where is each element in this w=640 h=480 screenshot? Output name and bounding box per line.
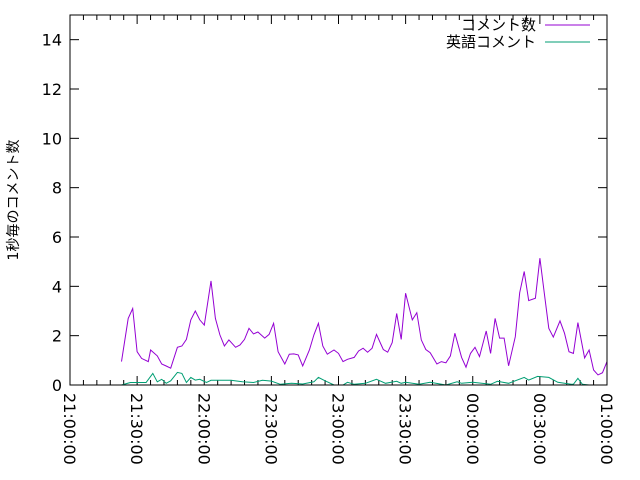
y-axis-label: 1秒毎のコメント数: [6, 140, 22, 261]
y-tick-label: 0: [52, 376, 62, 395]
y-tick-label: 2: [52, 327, 62, 346]
series-line-1: [121, 371, 603, 386]
legend-label-1: 英語コメント: [446, 33, 536, 51]
x-tick-label: 01:00:00: [597, 393, 616, 465]
series-lines: [121, 258, 608, 386]
y-tick-label: 10: [42, 129, 62, 148]
legend-label-0: コメント数: [461, 16, 536, 34]
y-tick-labels: 0 2 4 6 8 10 12 14: [42, 31, 62, 395]
x-tick-label: 23:00:00: [329, 393, 348, 465]
plot-frame: [69, 14, 608, 386]
x-tick-labels: 21:00:00 21:30:00 22:00:00 22:30:00 23:00:00…: [60, 393, 616, 465]
y-tick-label: 12: [42, 80, 62, 99]
legend: コメント数 英語コメント: [446, 16, 590, 51]
x-tick-label: 00:00:00: [463, 393, 482, 465]
x-tick-label: 21:00:00: [60, 393, 79, 465]
y-tick-label: 4: [52, 277, 62, 296]
y-tick-label: 8: [52, 179, 62, 198]
y-tick-label: 14: [42, 31, 62, 50]
y-tick-label: 6: [52, 228, 62, 247]
x-tick-label: 22:30:00: [261, 393, 280, 465]
x-tick-label: 21:30:00: [127, 393, 146, 465]
axis-ticks: [69, 15, 608, 386]
series-line-0: [121, 258, 608, 376]
x-tick-label: 22:00:00: [194, 393, 213, 465]
x-tick-label: 00:30:00: [530, 393, 549, 465]
x-tick-label: 23:30:00: [396, 393, 415, 465]
